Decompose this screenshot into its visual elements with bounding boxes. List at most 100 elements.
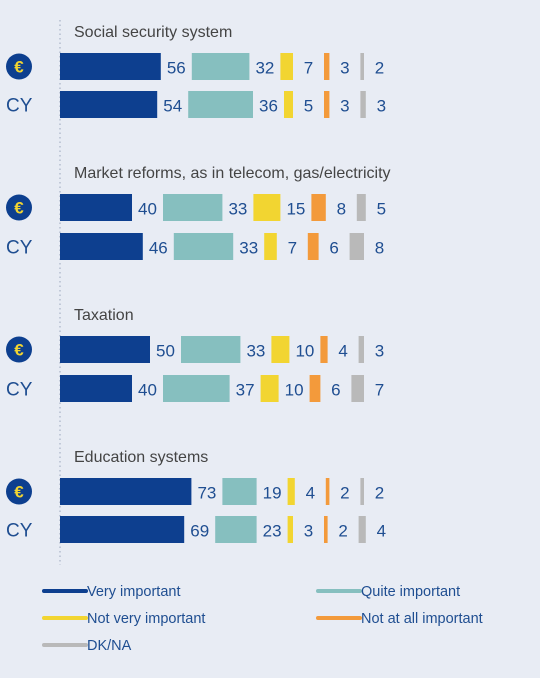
data-label: 3 [304,522,313,541]
chart-row: CY 54 36 5 3 3 [6,91,386,118]
bar-segment [163,375,230,402]
data-label: 54 [163,97,182,116]
data-label: 8 [337,200,346,219]
row-label: € [14,483,24,502]
euro-zone-icon [6,336,32,363]
data-label: 33 [246,342,265,361]
euro-zone-icon [6,53,32,80]
legend-label: Quite important [361,584,460,600]
data-label: 4 [338,342,347,361]
bar-segment [349,233,364,260]
data-label: 3 [340,97,349,116]
bar-segment [320,336,328,363]
data-label: 7 [304,59,313,78]
bar-segment [280,53,293,80]
data-label: 33 [228,200,247,219]
chart-row: €40 33 15 8 5 [6,194,386,221]
bar-segment [284,91,293,118]
bar-segment [358,336,364,363]
bar-segment [309,375,321,402]
bar-segment [60,91,158,118]
data-label: 5 [304,97,313,116]
data-label: 3 [377,97,386,116]
data-label: 40 [138,200,157,219]
bar-segment [260,375,279,402]
data-label: 10 [285,381,304,400]
chart-row: CY 46 33 7 6 8 [6,233,384,260]
row-label: € [14,58,24,77]
chart-group: Education systems € 73 19 4 2 2 CY 69 23 3 2 4 [6,449,386,543]
bar-segment [191,53,250,80]
euro-zone-icon [6,478,32,505]
data-label: 4 [377,522,386,541]
data-label: 69 [190,522,209,541]
data-label: 8 [375,239,384,258]
chart-group: Market reforms, as in telecom, gas/elect… [6,165,391,260]
data-label: 2 [340,484,349,503]
bar-segment [360,53,364,80]
data-label: 50 [156,342,175,361]
row-label: CY [6,238,33,259]
data-label: 4 [306,484,315,503]
legend-item: Very important [42,584,181,600]
bar-segment [360,478,364,505]
bar-segment [60,336,150,363]
data-label: 3 [375,342,384,361]
bar-segment [351,375,364,402]
bar-segment [60,516,185,543]
bar-segment [271,336,290,363]
data-label: 46 [149,239,168,258]
legend-label: Very important [87,584,181,600]
data-label: 6 [329,239,338,258]
row-label: CY [6,521,33,542]
legend-label: DK/NA [87,638,132,654]
bar-segment [356,194,366,221]
data-label: 2 [338,522,347,541]
bar-segment [60,194,132,221]
bar-segment [325,478,330,505]
row-label: CY [6,380,33,401]
bar-segment [358,516,366,543]
bar-segment [60,375,132,402]
chart-row: CY 40 37 10 6 7 [6,375,384,402]
legend-item: Quite important [316,584,460,600]
bar-segment [324,91,330,118]
data-label: 36 [259,97,278,116]
bar-segment [253,194,281,221]
group-title: Taxation [74,307,134,324]
chart-row: €56 32 7 3 2 [6,53,384,80]
bar-segment [287,516,293,543]
bar-segment [324,53,330,80]
bar-segment [287,478,295,505]
data-label: 40 [138,381,157,400]
legend-label: Not at all important [361,611,483,627]
chart-group: Social security system€ 56 32 7 3 2CY 54 36 5 3 3 [6,24,386,118]
bar-segment [307,233,319,260]
data-label: 7 [375,381,384,400]
chart-row: €73 19 4 2 2 [6,478,384,505]
data-label: 19 [263,484,282,503]
bar-segment [60,478,192,505]
chart-row: €50 33 10 4 3 [6,336,384,363]
data-label: 3 [340,59,349,78]
legend-item: Not very important [42,611,205,627]
chart-groups: Social security system€ 56 32 7 3 2CY 54 36 5 3 3M… [6,24,391,543]
bar-segment [215,516,257,543]
data-label: 10 [295,342,314,361]
bar-segment [181,336,241,363]
data-label: 6 [331,381,340,400]
data-label: 37 [236,381,255,400]
chart-legend: Very important Quite important Not very im… [42,584,483,654]
bar-segment [163,194,223,221]
bar-segment [264,233,277,260]
bar-segment [173,233,234,260]
group-title: Market reforms, as in telecom, gas/elect… [74,165,391,182]
data-label: 2 [375,59,384,78]
bar-segment [60,53,161,80]
row-label: CY [6,96,33,117]
legend-item: DK/NA [42,638,132,654]
group-title: Education systems [74,449,208,466]
data-label: 56 [167,59,186,78]
bar-segment [360,91,366,118]
